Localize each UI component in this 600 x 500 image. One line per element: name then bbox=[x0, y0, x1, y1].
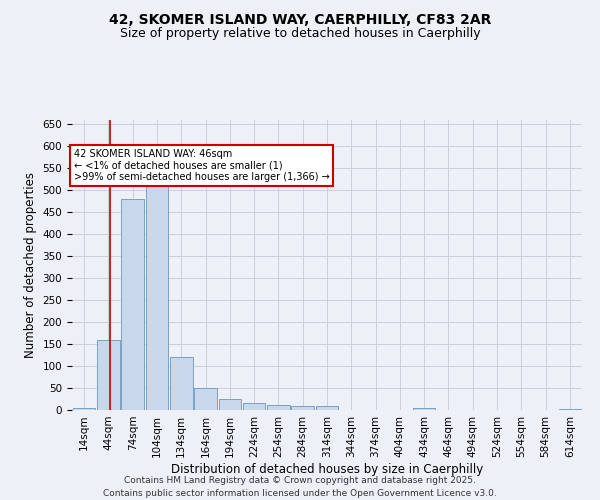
Bar bbox=[316, 406, 338, 410]
Text: Contains HM Land Registry data © Crown copyright and database right 2025.
Contai: Contains HM Land Registry data © Crown c… bbox=[103, 476, 497, 498]
Text: 42 SKOMER ISLAND WAY: 46sqm
← <1% of detached houses are smaller (1)
>99% of sem: 42 SKOMER ISLAND WAY: 46sqm ← <1% of det… bbox=[74, 148, 329, 182]
Y-axis label: Number of detached properties: Number of detached properties bbox=[24, 172, 37, 358]
Bar bbox=[194, 388, 217, 410]
Bar bbox=[73, 408, 95, 410]
Bar bbox=[121, 199, 144, 410]
Bar bbox=[170, 358, 193, 410]
Bar bbox=[243, 404, 265, 410]
Bar bbox=[413, 408, 436, 410]
Bar bbox=[218, 399, 241, 410]
X-axis label: Distribution of detached houses by size in Caerphilly: Distribution of detached houses by size … bbox=[171, 462, 483, 475]
Bar bbox=[146, 186, 169, 410]
Bar bbox=[267, 404, 290, 410]
Text: Size of property relative to detached houses in Caerphilly: Size of property relative to detached ho… bbox=[119, 28, 481, 40]
Bar bbox=[292, 406, 314, 410]
Text: 42, SKOMER ISLAND WAY, CAERPHILLY, CF83 2AR: 42, SKOMER ISLAND WAY, CAERPHILLY, CF83 … bbox=[109, 12, 491, 26]
Bar bbox=[97, 340, 120, 410]
Bar bbox=[559, 408, 581, 410]
